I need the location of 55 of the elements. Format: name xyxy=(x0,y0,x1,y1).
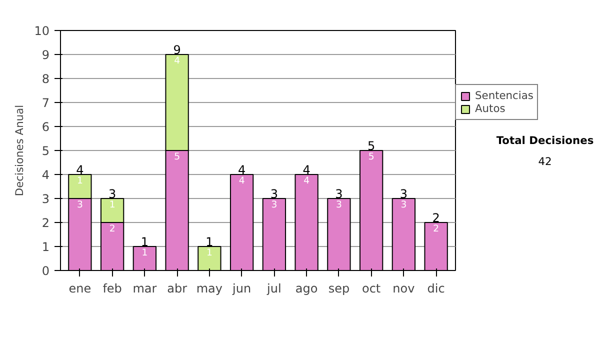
total-label: 4 xyxy=(238,162,246,177)
legend-label: Autos xyxy=(475,102,506,115)
text: 42 xyxy=(537,154,553,170)
y-tick-label: 6 xyxy=(42,120,50,134)
x-tick-label: jun xyxy=(232,282,252,296)
y-tick-label: 1 xyxy=(42,240,50,254)
data-label: 3 xyxy=(271,199,278,210)
y-tick-label: 5 xyxy=(42,144,50,158)
y-tick-label: 4 xyxy=(42,168,50,182)
data-label: 2 xyxy=(109,223,116,234)
x-tick-label: may xyxy=(196,282,223,296)
data-label: 5 xyxy=(174,151,180,162)
total-label: 3 xyxy=(400,186,408,201)
x-tick-label: oct xyxy=(362,282,381,296)
data-label: 3 xyxy=(336,199,342,210)
data-label: 4 xyxy=(174,55,180,66)
y-tick-label: 0 xyxy=(42,264,50,278)
x-tick-label: ago xyxy=(295,282,318,296)
y-axis-title: Decisiones Anual xyxy=(13,104,26,196)
x-tick-label: ene xyxy=(68,282,92,296)
total-label: 1 xyxy=(206,234,214,249)
total-label: 5 xyxy=(368,138,376,153)
total-label: 2 xyxy=(432,210,440,225)
x-tick-label: sep xyxy=(328,282,350,296)
text: Total Decisiones xyxy=(496,133,594,148)
data-label: 1 xyxy=(142,247,148,258)
data-label: 1 xyxy=(206,247,212,258)
data-label: 4 xyxy=(238,175,245,186)
data-label: 2 xyxy=(433,223,440,234)
x-tick-label: dic xyxy=(427,282,445,296)
y-tick-label: 10 xyxy=(34,24,50,38)
x-tick-label: abr xyxy=(167,282,188,296)
y-tick-label: 2 xyxy=(42,216,50,230)
y-tick-label: 9 xyxy=(42,48,50,62)
total-label: 1 xyxy=(140,234,149,249)
data-label: 1 xyxy=(76,175,83,186)
total-label: 3 xyxy=(108,186,116,201)
y-tick-label: 3 xyxy=(42,192,50,206)
total-label: 4 xyxy=(302,162,310,177)
y-tick-label: 8 xyxy=(42,72,50,86)
y-tick-label: 7 xyxy=(42,96,50,110)
total-label: 3 xyxy=(335,186,343,201)
legend-label: Sentencias xyxy=(475,89,534,102)
total-label: 9 xyxy=(173,42,181,57)
total-label: 3 xyxy=(270,186,278,201)
x-tick-label: nov xyxy=(392,282,415,296)
x-tick-label: mar xyxy=(132,282,157,296)
x-tick-label: feb xyxy=(102,282,122,296)
x-tick-label: jul xyxy=(266,282,282,296)
data-label: 5 xyxy=(368,151,374,162)
data-label: 1 xyxy=(109,199,116,210)
data-label: 4 xyxy=(304,175,310,186)
data-label: 3 xyxy=(400,199,407,210)
total-label: 4 xyxy=(76,162,84,177)
data-label: 3 xyxy=(76,199,83,210)
